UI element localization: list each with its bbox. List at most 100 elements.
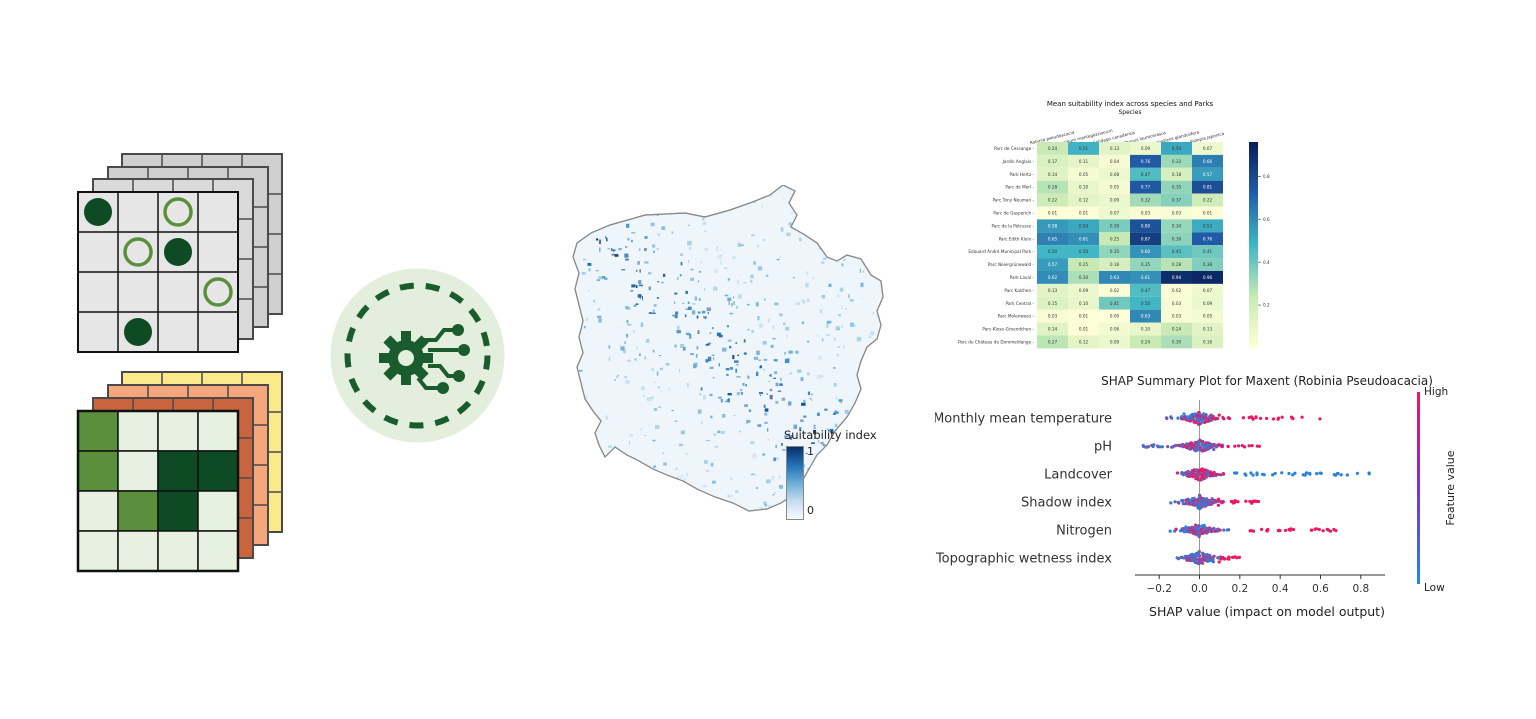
shap-point	[1208, 501, 1212, 505]
map-pixel	[631, 284, 636, 288]
map-pixel	[857, 218, 862, 222]
shap-point	[1192, 559, 1196, 563]
shap-point	[1199, 504, 1203, 508]
map-pixel	[788, 350, 793, 354]
heatmap-cell-value: 0.50	[1079, 249, 1089, 254]
map-pixel	[616, 376, 618, 378]
map-pixel	[633, 304, 637, 307]
heatmap-cell	[1161, 167, 1192, 181]
shap-point	[1151, 444, 1155, 449]
map-pixel	[588, 290, 590, 292]
map-pixel	[867, 349, 871, 351]
map-pixel	[722, 507, 724, 509]
map-pixel	[655, 425, 660, 429]
map-pixel	[842, 345, 845, 349]
map-pixel	[640, 322, 644, 327]
map-pixel	[575, 223, 577, 225]
map-pixel	[746, 419, 748, 424]
shap-point	[1262, 473, 1266, 477]
map-pixel	[607, 247, 610, 250]
presence-ring	[163, 197, 193, 227]
heatmap-park-label: Parc de Cessange -	[994, 146, 1034, 151]
map-pixel	[802, 301, 805, 304]
shap-point	[1201, 441, 1205, 446]
map-pixel	[693, 362, 698, 367]
shap-point	[1197, 533, 1201, 537]
shap-point	[1191, 497, 1195, 501]
map-pixel	[631, 196, 636, 198]
map-pixel	[759, 365, 762, 369]
shap-point	[1198, 560, 1203, 565]
shap-point	[1200, 468, 1204, 473]
map-pixel	[595, 270, 599, 272]
map-pixel	[600, 206, 604, 209]
shap-point	[1205, 498, 1209, 503]
heatmap-title: Mean suitability index across species an…	[1047, 100, 1214, 108]
shap-point	[1216, 497, 1221, 501]
map-pixel	[619, 200, 623, 205]
map-pixel	[877, 274, 881, 279]
map-pixel	[626, 333, 629, 338]
shap-point	[1221, 500, 1225, 504]
shap-point	[1231, 555, 1235, 559]
shap-point	[1300, 415, 1304, 419]
shap-point	[1257, 444, 1261, 448]
map-pixel	[720, 260, 722, 265]
map-pixel	[659, 355, 661, 357]
map-pixel	[597, 308, 601, 311]
map-pixel	[577, 234, 581, 239]
map-pixel	[639, 297, 641, 300]
map-pixel	[813, 429, 817, 435]
heatmap-cell-value: 0.35	[1172, 185, 1182, 190]
map-pixel	[732, 355, 735, 360]
heatmap-cell-value: 0.17	[1048, 159, 1058, 164]
map-pixel	[648, 312, 652, 314]
map-pixel	[713, 269, 719, 273]
map-pixel	[694, 296, 697, 301]
map-pixel	[672, 512, 674, 514]
map-pixel	[680, 253, 683, 256]
map-pixel	[583, 325, 586, 329]
shap-point	[1222, 528, 1226, 532]
map-pixel	[653, 250, 655, 253]
shap-point	[1212, 526, 1216, 530]
shap-point	[1203, 526, 1207, 530]
heatmap-cell-value: 0.87	[1141, 236, 1151, 241]
map-pixel	[691, 310, 696, 315]
map-pixel	[745, 384, 747, 387]
heatmap-cell	[1130, 142, 1161, 155]
heatmap-park-label: Parc Molenwees -	[998, 314, 1035, 319]
heatmap-cell	[1068, 296, 1099, 310]
colorbar-tick-label: 0.6	[1263, 217, 1270, 222]
map-pixel	[844, 247, 847, 251]
heatmap-cell	[1037, 245, 1068, 259]
shap-point	[1215, 473, 1219, 477]
map-pixel	[634, 487, 638, 490]
map-pixel	[757, 266, 763, 271]
map-pixel	[725, 400, 728, 403]
map-pixel	[801, 299, 805, 302]
map-pixel	[756, 474, 758, 478]
shap-point	[1195, 526, 1200, 530]
env-cell	[157, 450, 199, 492]
heatmap-cell-value: 0.76	[1141, 159, 1151, 164]
shap-point	[1194, 477, 1198, 481]
map-pixel	[641, 386, 645, 391]
shap-point	[1303, 473, 1307, 477]
heatmap-cell	[1192, 142, 1223, 155]
heatmap-cell-value: 0.18	[1110, 262, 1120, 267]
map-pixel	[774, 302, 779, 306]
map-pixel	[837, 294, 840, 298]
map-pixel	[805, 452, 808, 455]
map-pixel	[683, 346, 686, 351]
map-pixel	[774, 492, 776, 494]
map-pixel	[652, 202, 657, 206]
shap-point	[1187, 416, 1191, 421]
heatmap-cell	[1068, 167, 1099, 181]
map-pixel	[662, 273, 666, 277]
legend-title: Suitability index	[784, 428, 877, 442]
shap-point	[1233, 444, 1237, 448]
map-pixel	[766, 274, 769, 277]
map-pixel	[753, 261, 756, 265]
map-pixel	[614, 379, 616, 381]
